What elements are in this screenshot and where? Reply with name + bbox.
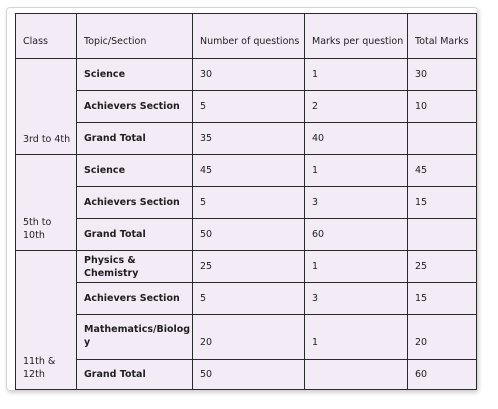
topic-cell: Physics & Chemistry: [76, 250, 193, 283]
questions-cell: 25: [192, 250, 305, 283]
total-cell: 25: [407, 250, 477, 283]
marks-cell: 1: [304, 314, 408, 360]
class-cell: 3rd to 4th: [15, 58, 77, 155]
table-row: Grand Total 50 60: [16, 218, 477, 251]
table-row: Grand Total 35 40: [16, 122, 477, 155]
marks-cell: 40: [304, 122, 408, 155]
topic-cell: Grand Total: [76, 218, 193, 251]
total-cell: 45: [407, 154, 477, 187]
header-class: Class: [15, 13, 77, 59]
marks-cell: 3: [304, 282, 408, 315]
total-cell: 15: [407, 186, 477, 219]
header-row: Class Topic/Section Number of questions …: [15, 13, 477, 59]
table-row: Mathematics/Biolog y 20 1 20: [16, 314, 477, 360]
topic-cell: Science: [76, 58, 193, 91]
table-row: Achievers Section 5 2 10: [16, 90, 477, 123]
table-row: 3rd to 4th Science 30 1 30: [15, 58, 477, 155]
table-row: Achievers Section 5 3 15: [16, 186, 477, 219]
topic-cell: Science: [76, 154, 193, 187]
topic-cell: Grand Total: [76, 359, 193, 390]
marks-cell: [304, 359, 408, 390]
questions-cell: 35: [192, 122, 305, 155]
table-row: Achievers Section 5 3 15: [16, 282, 477, 315]
total-cell: 60: [407, 359, 477, 390]
table-row: Grand Total 50 60: [16, 359, 477, 390]
table-row: 11th & 12th Physics & Chemistry 25 1 25: [15, 250, 477, 390]
class-cell: 5th to 10th: [15, 154, 77, 251]
table-row: 5th to 10th Science 45 1 45: [15, 154, 477, 251]
questions-cell: 5: [192, 282, 305, 315]
marks-cell: 3: [304, 186, 408, 219]
questions-cell: 30: [192, 58, 305, 91]
questions-cell: 45: [192, 154, 305, 187]
marks-cell: 2: [304, 90, 408, 123]
header-marks-per-question: Marks per question: [304, 13, 408, 59]
questions-cell: 50: [192, 359, 305, 390]
marks-cell: 1: [304, 154, 408, 187]
marks-cell: 1: [304, 58, 408, 91]
total-cell: 30: [407, 58, 477, 91]
marks-cell: 1: [304, 250, 408, 283]
topic-cell: Mathematics/Biolog y: [76, 314, 193, 360]
total-cell: [407, 218, 477, 251]
questions-cell: 5: [192, 90, 305, 123]
total-cell: 10: [407, 90, 477, 123]
topic-cell: Achievers Section: [76, 90, 193, 123]
marks-cell: 60: [304, 218, 408, 251]
header-total-marks: Total Marks: [407, 13, 477, 59]
topic-cell: Achievers Section: [76, 186, 193, 219]
questions-cell: 50: [192, 218, 305, 251]
topic-cell: Achievers Section: [76, 282, 193, 315]
topic-cell: Grand Total: [76, 122, 193, 155]
class-cell: 11th & 12th: [15, 250, 77, 390]
questions-cell: 5: [192, 186, 305, 219]
header-topic: Topic/Section: [76, 13, 193, 59]
header-questions: Number of questions: [192, 13, 305, 59]
total-cell: 20: [407, 314, 477, 360]
questions-cell: 20: [192, 314, 305, 360]
exam-pattern-table: Class Topic/Section Number of questions …: [15, 13, 477, 390]
total-cell: 15: [407, 282, 477, 315]
total-cell: [407, 122, 477, 155]
